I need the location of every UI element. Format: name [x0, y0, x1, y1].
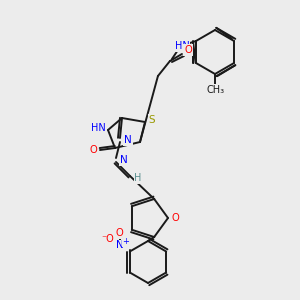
- Text: N: N: [116, 241, 124, 250]
- Text: N: N: [124, 135, 132, 145]
- Text: HN: HN: [91, 123, 105, 133]
- Text: S: S: [149, 115, 155, 125]
- Text: N: N: [120, 155, 128, 165]
- Text: +: +: [122, 237, 129, 246]
- Text: HN: HN: [175, 41, 189, 51]
- Text: O: O: [171, 213, 179, 223]
- Text: O: O: [184, 45, 192, 55]
- Text: H: H: [134, 173, 142, 183]
- Text: ⁻O: ⁻O: [101, 235, 114, 244]
- Text: O: O: [116, 229, 124, 238]
- Text: CH₃: CH₃: [207, 85, 225, 95]
- Text: O: O: [89, 145, 97, 155]
